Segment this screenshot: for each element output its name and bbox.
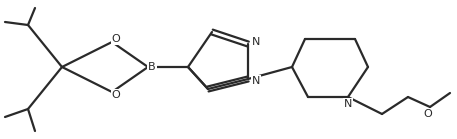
Text: N: N [252, 37, 260, 47]
Text: O: O [112, 90, 120, 100]
Text: O: O [424, 109, 432, 119]
Text: O: O [112, 34, 120, 44]
Text: N: N [252, 76, 260, 86]
Text: B: B [148, 62, 156, 72]
Text: N: N [344, 99, 352, 109]
